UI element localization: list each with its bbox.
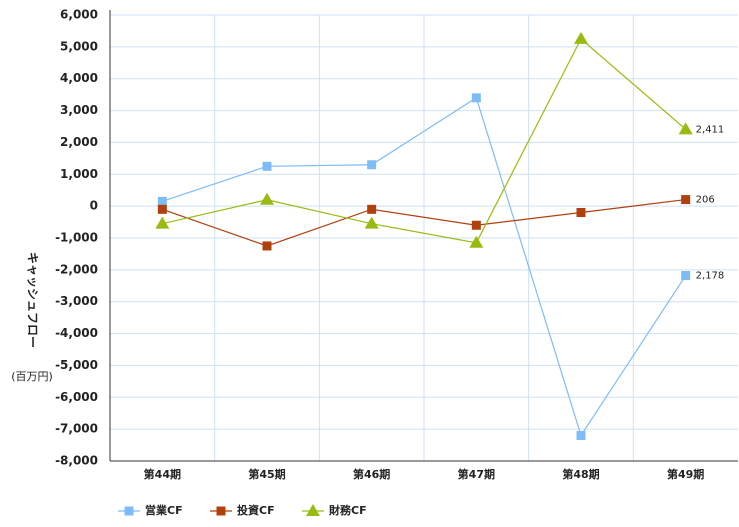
point — [471, 220, 481, 230]
y-axis-unit: (百万円) — [11, 370, 53, 383]
point — [262, 161, 272, 171]
y-tick-label: -4,000 — [55, 326, 98, 340]
y-tick-label: 3,000 — [60, 103, 98, 117]
y-tick-label: 0 — [90, 199, 98, 213]
y-tick-label: 4,000 — [60, 71, 98, 85]
legend-label: 営業CF — [145, 503, 183, 517]
x-tick-label: 第44期 — [144, 467, 181, 481]
x-tick-label: 第49期 — [667, 467, 704, 481]
point — [367, 204, 377, 214]
y-tick-label: 5,000 — [60, 39, 98, 53]
y-tick-label: -5,000 — [55, 358, 98, 372]
series-line — [162, 37, 687, 244]
y-tick-label: -7,000 — [55, 422, 98, 436]
point — [574, 31, 588, 44]
y-tick-label: 1,000 — [60, 167, 98, 181]
y-tick-label: -6,000 — [55, 390, 98, 404]
legend-marker — [124, 506, 134, 516]
y-tick-label: -2,000 — [55, 262, 98, 276]
point — [471, 93, 481, 103]
y-tick-label: -3,000 — [55, 294, 98, 308]
legend-label: 投資CF — [237, 503, 275, 517]
legend-marker — [216, 506, 226, 516]
point — [678, 122, 693, 135]
point — [576, 208, 586, 218]
y-tick-label: 6,000 — [60, 8, 98, 22]
point — [157, 196, 167, 206]
point — [367, 160, 377, 170]
point — [576, 431, 586, 441]
point — [260, 192, 274, 205]
series-line — [162, 96, 687, 437]
y-tick-label: -1,000 — [55, 231, 98, 245]
legend-marker — [306, 504, 320, 516]
point — [681, 271, 691, 281]
value-label: 206 — [696, 195, 715, 206]
point — [155, 216, 170, 229]
x-tick-label: 第47期 — [458, 467, 495, 481]
x-tick-label: 第48期 — [562, 467, 599, 481]
y-tick-label: -8,000 — [55, 454, 98, 468]
x-tick-label: 第45期 — [248, 467, 285, 481]
y-tick-label: 2,000 — [60, 135, 98, 149]
value-label: 2,178 — [696, 271, 725, 282]
point — [469, 235, 484, 248]
y-axis-label: キャッシュフロー — [26, 252, 40, 348]
value-label: 2,411 — [696, 124, 725, 135]
series-line — [162, 198, 686, 247]
point — [157, 204, 167, 214]
point — [681, 195, 691, 205]
point — [262, 241, 272, 251]
point — [364, 216, 379, 229]
x-tick-label: 第46期 — [353, 467, 390, 481]
legend-label: 財務CF — [328, 503, 367, 517]
